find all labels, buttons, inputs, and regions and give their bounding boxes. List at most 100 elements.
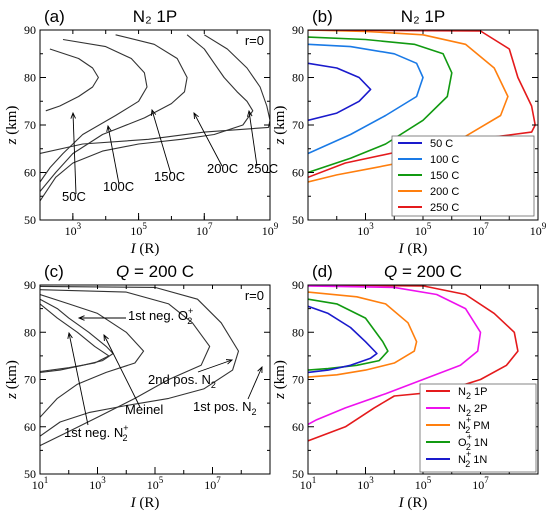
x-axis-unit: (R): [136, 241, 160, 257]
y-tick-label: 90: [24, 23, 36, 37]
tick-exponent: 9: [542, 221, 547, 231]
y-axis-symbol: z: [272, 138, 288, 145]
annotation-arrowhead: [247, 109, 253, 117]
tick-exponent: 5: [159, 475, 164, 485]
y-axis-unit: (km): [4, 360, 20, 393]
y-tick-label: 60: [292, 420, 304, 434]
annotation-arrow-line: [107, 125, 120, 185]
tick-base: 10: [147, 478, 159, 492]
y-tick-label: 50: [24, 213, 36, 227]
series-line-3: [308, 30, 509, 183]
annotation-arrowhead: [70, 111, 76, 119]
series-line-2: [308, 36, 453, 174]
panel-title: N₂ 1P: [401, 7, 445, 26]
superscript: +: [466, 415, 471, 425]
annotation-label: Meinel: [125, 402, 163, 417]
x-axis-label: I (R): [398, 241, 428, 257]
series-line-4: [40, 285, 240, 437]
series-group: [40, 285, 240, 447]
series-line-0: [308, 285, 519, 442]
series-line-1: [308, 43, 424, 155]
subscript: 2: [466, 408, 471, 418]
corner-text: r=0: [245, 33, 264, 48]
tick-exponent: 3: [369, 475, 374, 485]
series-line-0: [308, 62, 372, 122]
tick-base: 10: [357, 224, 369, 238]
series-line-0: [45, 48, 99, 112]
label-text: 50C: [62, 189, 86, 204]
label-text: 2P: [471, 403, 488, 415]
tick-base: 10: [415, 224, 427, 238]
tick-base: 10: [65, 224, 77, 238]
x-tick-label: 103: [89, 475, 106, 492]
x-axis-unit: (R): [136, 495, 160, 511]
annotation-arrow-line: [197, 359, 233, 373]
annotation-label: 50C: [62, 189, 86, 204]
tick-exponent: 1: [312, 475, 317, 485]
superscript: +: [467, 432, 472, 442]
x-tick-label: 107: [472, 221, 489, 238]
legend-entry: 200 C: [430, 186, 459, 198]
x-axis-symbol: I: [130, 495, 137, 511]
legend-entry: N2​ 1P: [458, 386, 487, 401]
x-axis-symbol: I: [130, 241, 137, 257]
series-line-3: [40, 34, 254, 202]
superscript: +: [123, 423, 128, 433]
series-line-2: [40, 293, 145, 418]
annotation-label: 250C: [247, 161, 278, 176]
subscript: 2: [465, 425, 470, 435]
label-text: N: [114, 425, 123, 440]
panel-title: N₂ 1P: [133, 7, 177, 26]
series-group: [40, 34, 270, 202]
label-text: 2nd pos.: [148, 372, 202, 387]
x-tick-label: 101: [300, 475, 317, 492]
subscript: 2: [123, 433, 128, 443]
y-axis-unit: (km): [272, 106, 288, 139]
x-axis-symbol: I: [398, 241, 405, 257]
annotation-arrowhead: [67, 331, 73, 339]
annotation-label: 150C: [154, 169, 185, 184]
tick-exponent: 9: [274, 221, 279, 231]
tick-base: 10: [204, 478, 216, 492]
tick-exponent: 3: [101, 475, 106, 485]
series-line-1: [40, 38, 148, 183]
x-tick-label: 103: [65, 221, 82, 238]
legend-entry: N+2​ PM: [458, 415, 490, 435]
legend-entry: 250 C: [430, 202, 459, 214]
annotation-arrowhead: [150, 108, 157, 117]
label-text: N: [202, 372, 211, 387]
annotation-arrowhead: [257, 365, 263, 374]
x-axis-symbol: I: [398, 495, 405, 511]
label-text: O: [178, 308, 188, 323]
subscript: 2: [466, 391, 471, 401]
x-tick-label: 107: [204, 475, 221, 492]
label-text: PM: [470, 420, 490, 432]
y-axis-symbol: z: [272, 393, 288, 400]
annotation-label: 1st neg. N+2​: [64, 423, 129, 443]
y-tick-label: 50: [24, 467, 36, 481]
y-axis-label: z (km): [272, 106, 288, 146]
x-axis-unit: (R): [404, 241, 428, 257]
panel-label: (c): [44, 262, 64, 281]
subscript: 2: [465, 459, 470, 469]
legend-entry: 50 C: [430, 138, 453, 150]
tick-exponent: 5: [427, 221, 432, 231]
annotation-label: 2nd pos. N2​: [148, 372, 216, 390]
superscript: +: [188, 306, 193, 316]
label-text: 150C: [154, 169, 185, 184]
y-tick-label: 70: [24, 373, 36, 387]
annotation-arrow-line: [151, 109, 172, 175]
title-rest: = 200 C: [129, 262, 194, 281]
label-text: 1st neg.: [128, 308, 178, 323]
annotation-arrowhead: [77, 315, 85, 321]
superscript: +: [466, 449, 471, 459]
title-symbol: Q: [384, 262, 397, 281]
x-tick-label: 105: [147, 475, 164, 492]
label-text: 200C: [207, 161, 238, 176]
tick-base: 10: [196, 224, 208, 238]
tick-base: 10: [530, 224, 542, 238]
tick-base: 10: [357, 478, 369, 492]
